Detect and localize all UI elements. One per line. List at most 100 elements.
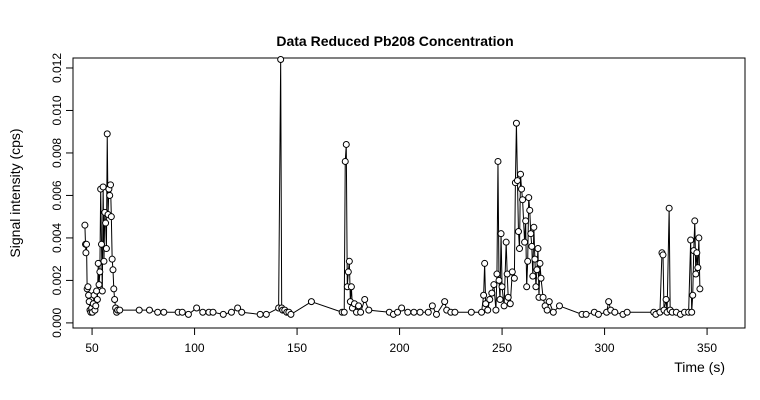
data-point bbox=[219, 310, 227, 318]
data-point bbox=[361, 296, 369, 304]
data-point bbox=[107, 181, 115, 189]
data-point bbox=[495, 276, 503, 284]
data-point bbox=[98, 287, 106, 295]
data-point bbox=[582, 310, 590, 318]
data-point bbox=[545, 298, 553, 306]
data-point bbox=[498, 283, 506, 291]
data-point bbox=[527, 230, 535, 238]
data-point bbox=[688, 308, 696, 316]
x-tick-label: 250 bbox=[492, 341, 512, 355]
data-point bbox=[518, 185, 526, 193]
data-point bbox=[536, 259, 544, 267]
data-point bbox=[111, 296, 119, 304]
data-point bbox=[522, 217, 530, 225]
data-point bbox=[184, 310, 192, 318]
data-point bbox=[347, 283, 355, 291]
data-point bbox=[145, 306, 153, 314]
data-point bbox=[256, 310, 264, 318]
y-tick-label: 0.010 bbox=[50, 95, 64, 125]
data-point bbox=[484, 306, 492, 314]
data-point bbox=[480, 291, 488, 299]
data-point bbox=[693, 249, 701, 257]
data-point bbox=[394, 308, 402, 316]
data-point bbox=[521, 238, 529, 246]
data-point bbox=[549, 308, 557, 316]
data-point bbox=[262, 310, 270, 318]
data-point bbox=[510, 274, 518, 282]
data-point bbox=[502, 238, 510, 246]
data-point bbox=[441, 298, 449, 306]
data-point bbox=[533, 266, 541, 274]
data-point bbox=[102, 219, 110, 227]
data-point bbox=[506, 300, 514, 308]
x-tick-label: 350 bbox=[697, 341, 717, 355]
data-point bbox=[227, 308, 235, 316]
data-point bbox=[116, 306, 124, 314]
data-point bbox=[605, 298, 613, 306]
data-point bbox=[416, 308, 424, 316]
data-point bbox=[525, 194, 533, 202]
data-point bbox=[95, 281, 103, 289]
data-point bbox=[494, 157, 502, 165]
data-point bbox=[277, 55, 285, 63]
data-point bbox=[102, 245, 110, 253]
data-point bbox=[662, 296, 670, 304]
data-point bbox=[398, 304, 406, 312]
data-point bbox=[108, 255, 116, 263]
data-point bbox=[692, 270, 700, 278]
data-point bbox=[523, 283, 531, 291]
data-point bbox=[81, 221, 89, 229]
data-point bbox=[410, 308, 418, 316]
data-point bbox=[531, 255, 539, 263]
data-point bbox=[524, 257, 532, 265]
data-point bbox=[482, 300, 490, 308]
data-point bbox=[530, 223, 538, 231]
x-tick-label: 100 bbox=[185, 341, 205, 355]
y-tick-label: 0.008 bbox=[50, 138, 64, 168]
data-point bbox=[178, 308, 186, 316]
x-tick-label: 150 bbox=[287, 341, 307, 355]
data-point bbox=[238, 308, 246, 316]
data-point bbox=[695, 234, 703, 242]
data-point bbox=[500, 302, 508, 310]
y-tick-label: 0.002 bbox=[50, 265, 64, 295]
y-axis-label: Signal intensity (cps) bbox=[7, 128, 23, 257]
data-point bbox=[428, 302, 436, 310]
data-point bbox=[611, 308, 619, 316]
data-point bbox=[287, 310, 295, 318]
data-point bbox=[96, 268, 104, 276]
data-point bbox=[365, 306, 373, 314]
x-tick-label: 50 bbox=[85, 341, 99, 355]
data-point bbox=[689, 291, 697, 299]
data-point bbox=[508, 268, 516, 276]
data-point bbox=[341, 157, 349, 165]
plot-frame bbox=[72, 57, 746, 329]
data-point bbox=[496, 296, 504, 304]
y-tick-label: 0.006 bbox=[50, 180, 64, 210]
data-point bbox=[110, 285, 118, 293]
data-point bbox=[93, 287, 101, 295]
data-point bbox=[106, 191, 114, 199]
data-point bbox=[451, 308, 459, 316]
data-point bbox=[103, 130, 111, 138]
data-point bbox=[555, 302, 563, 310]
data-point bbox=[307, 298, 315, 306]
chart-title: Data Reduced Pb208 Concentration bbox=[276, 33, 513, 49]
data-point bbox=[84, 283, 92, 291]
data-point bbox=[344, 268, 352, 276]
data-point bbox=[659, 251, 667, 259]
data-point bbox=[539, 293, 547, 301]
data-point bbox=[687, 236, 695, 244]
data-point bbox=[594, 310, 602, 318]
data-point bbox=[534, 245, 542, 253]
data-point bbox=[517, 170, 525, 178]
data-point bbox=[532, 283, 540, 291]
data-point bbox=[537, 274, 545, 282]
data-point bbox=[492, 306, 500, 314]
data-point bbox=[199, 308, 207, 316]
data-point bbox=[486, 296, 494, 304]
x-tick-label: 200 bbox=[390, 341, 410, 355]
data-point bbox=[481, 259, 489, 267]
data-point bbox=[355, 302, 363, 310]
